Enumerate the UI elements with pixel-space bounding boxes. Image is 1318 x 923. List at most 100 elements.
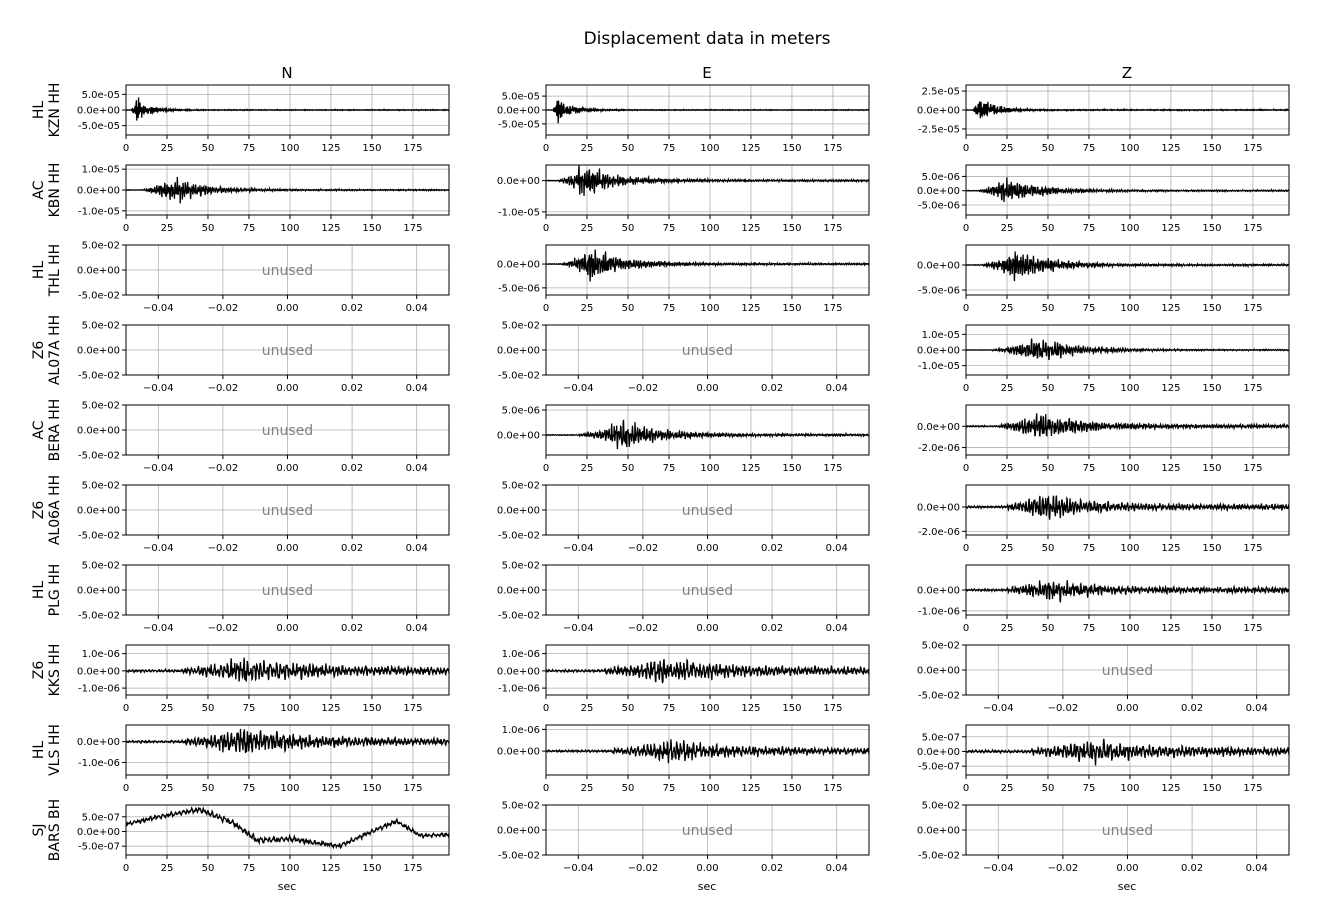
y-tick-label: 0.0e+00 bbox=[917, 826, 960, 837]
x-tick-label: 75 bbox=[243, 223, 256, 234]
x-tick-label: −0.02 bbox=[208, 463, 239, 474]
y-tick-label: 0.0e+00 bbox=[497, 666, 540, 677]
x-tick-label: 25 bbox=[1001, 543, 1014, 554]
x-tick-label: 25 bbox=[1001, 383, 1014, 394]
x-tick-label: 125 bbox=[1161, 463, 1180, 474]
x-tick-label: 0.02 bbox=[1181, 703, 1203, 714]
y-tick-label: 0.0e+00 bbox=[77, 186, 120, 197]
x-tick-label: 0.04 bbox=[406, 623, 428, 634]
x-tick-label: 75 bbox=[243, 703, 256, 714]
axes-frame bbox=[965, 484, 1290, 536]
x-tick-label: 125 bbox=[741, 143, 760, 154]
station-label: HL KZN HH bbox=[31, 83, 63, 138]
panel-2-1: 0 25 50 75 100 125 150 175 -5.0e-06 0.0e+00 bbox=[497, 244, 870, 314]
unused-label: unused bbox=[682, 823, 733, 839]
trace-line bbox=[545, 100, 870, 124]
unused-label: unused bbox=[1102, 663, 1153, 679]
x-tick-label: 0.00 bbox=[1116, 703, 1138, 714]
panel-2-0: unused −0.04 −0.02 0.00 0.02 0.04 -5.0e-02 0.0e… bbox=[77, 241, 450, 314]
panel-0-2: 0 25 50 75 100 125 150 175 -2.5e-05 0.0e+00 2.5e-0… bbox=[917, 84, 1290, 154]
x-tick-label: 100 bbox=[700, 143, 719, 154]
y-tick-label: -5.0e-02 bbox=[78, 611, 120, 622]
x-tick-label: 175 bbox=[403, 143, 422, 154]
x-tick-label: 0 bbox=[543, 463, 549, 474]
x-tick-label: −0.04 bbox=[143, 303, 174, 314]
x-tick-label: 0.00 bbox=[696, 383, 718, 394]
x-tick-label: 100 bbox=[280, 143, 299, 154]
trace-line bbox=[545, 419, 870, 450]
y-tick-label: 1.0e-06 bbox=[502, 725, 540, 736]
x-tick-label: 125 bbox=[741, 783, 760, 794]
panel-7-2: unused −0.04 −0.02 0.00 0.02 0.04 -5.0e-02 0.0e… bbox=[917, 641, 1290, 714]
station-label-line: HL bbox=[31, 101, 47, 120]
station-label-line: AC bbox=[31, 420, 47, 439]
y-tick-label: 0.0e+00 bbox=[77, 106, 120, 117]
axes-frame bbox=[545, 244, 870, 296]
column-title-z: Z bbox=[1122, 64, 1132, 82]
station-label: AC BERA HH bbox=[31, 399, 63, 462]
x-axis-label-e: sec bbox=[698, 880, 717, 893]
x-tick-label: 150 bbox=[782, 223, 801, 234]
axes-frame bbox=[125, 644, 450, 696]
x-tick-label: 25 bbox=[161, 863, 174, 874]
x-tick-label: 0.04 bbox=[826, 383, 848, 394]
x-tick-label: 175 bbox=[823, 223, 842, 234]
x-tick-label: 175 bbox=[403, 703, 422, 714]
axes-frame bbox=[125, 724, 450, 776]
x-tick-label: 50 bbox=[622, 463, 635, 474]
y-tick-label: -5.0e-02 bbox=[78, 371, 120, 382]
x-tick-label: 0.02 bbox=[1181, 863, 1203, 874]
axes-frame bbox=[965, 724, 1290, 776]
trace-line bbox=[965, 251, 1290, 282]
x-tick-label: 50 bbox=[622, 303, 635, 314]
y-tick-label: 5.0e-02 bbox=[502, 321, 540, 332]
x-tick-label: 0.04 bbox=[406, 383, 428, 394]
x-tick-label: 0.04 bbox=[406, 303, 428, 314]
station-label-line: Z6 bbox=[31, 661, 47, 680]
y-tick-label: 0.0e+00 bbox=[77, 666, 120, 677]
panel-7-0: 0 25 50 75 100 125 150 175 -1.0e-06 0.0e+00 1.0e-0… bbox=[77, 644, 450, 714]
y-tick-label: -5.0e-02 bbox=[78, 531, 120, 542]
y-tick-label: 5.0e-02 bbox=[502, 481, 540, 492]
x-tick-label: 100 bbox=[280, 783, 299, 794]
x-tick-label: 50 bbox=[1042, 623, 1055, 634]
y-tick-label: 1.0e-05 bbox=[82, 165, 120, 176]
station-label-line: Z6 bbox=[31, 501, 47, 520]
panel-1-0: 0 25 50 75 100 125 150 175 -1.0e-05 0.0e+00 1.0e-0… bbox=[77, 164, 450, 234]
x-tick-label: 125 bbox=[321, 703, 340, 714]
y-tick-label: -5.0e-06 bbox=[918, 286, 960, 297]
x-tick-label: 0 bbox=[963, 223, 969, 234]
y-tick-label: 0.0e+00 bbox=[497, 260, 540, 271]
y-tick-label: 0.0e+00 bbox=[497, 506, 540, 517]
unused-label: unused bbox=[1102, 823, 1153, 839]
x-tick-label: −0.04 bbox=[983, 703, 1014, 714]
x-tick-label: −0.02 bbox=[628, 383, 659, 394]
x-tick-label: 125 bbox=[1161, 383, 1180, 394]
x-tick-label: 175 bbox=[1243, 543, 1262, 554]
x-tick-label: 0.02 bbox=[341, 623, 363, 634]
x-tick-label: 100 bbox=[700, 223, 719, 234]
station-label-line: HL bbox=[31, 741, 47, 760]
y-tick-label: 5.0e-02 bbox=[82, 561, 120, 572]
panel-5-1: unused −0.04 −0.02 0.00 0.02 0.04 -5.0e-02 0.0e… bbox=[497, 481, 870, 554]
y-tick-label: 0.0e+00 bbox=[917, 346, 960, 357]
y-tick-label: -1.0e-05 bbox=[498, 207, 540, 218]
y-tick-label: 5.0e-06 bbox=[922, 172, 960, 183]
y-tick-label: 1.0e-06 bbox=[82, 649, 120, 660]
x-tick-label: 125 bbox=[321, 143, 340, 154]
x-tick-label: 25 bbox=[161, 703, 174, 714]
x-tick-label: 125 bbox=[741, 303, 760, 314]
x-tick-label: 0.02 bbox=[761, 623, 783, 634]
y-tick-label: 5.0e-02 bbox=[82, 481, 120, 492]
x-tick-label: 75 bbox=[1083, 303, 1096, 314]
y-tick-label: -5.0e-02 bbox=[918, 691, 960, 702]
x-tick-label: 25 bbox=[581, 143, 594, 154]
panel-6-1: unused −0.04 −0.02 0.00 0.02 0.04 -5.0e-02 0.0e… bbox=[497, 561, 870, 634]
x-tick-label: 25 bbox=[1001, 463, 1014, 474]
x-tick-label: 0.00 bbox=[276, 303, 298, 314]
x-tick-label: 0.02 bbox=[341, 543, 363, 554]
x-tick-label: 0.02 bbox=[761, 543, 783, 554]
trace-line bbox=[125, 657, 450, 682]
x-tick-label: 175 bbox=[1243, 143, 1262, 154]
y-tick-label: -2.5e-05 bbox=[918, 124, 960, 135]
